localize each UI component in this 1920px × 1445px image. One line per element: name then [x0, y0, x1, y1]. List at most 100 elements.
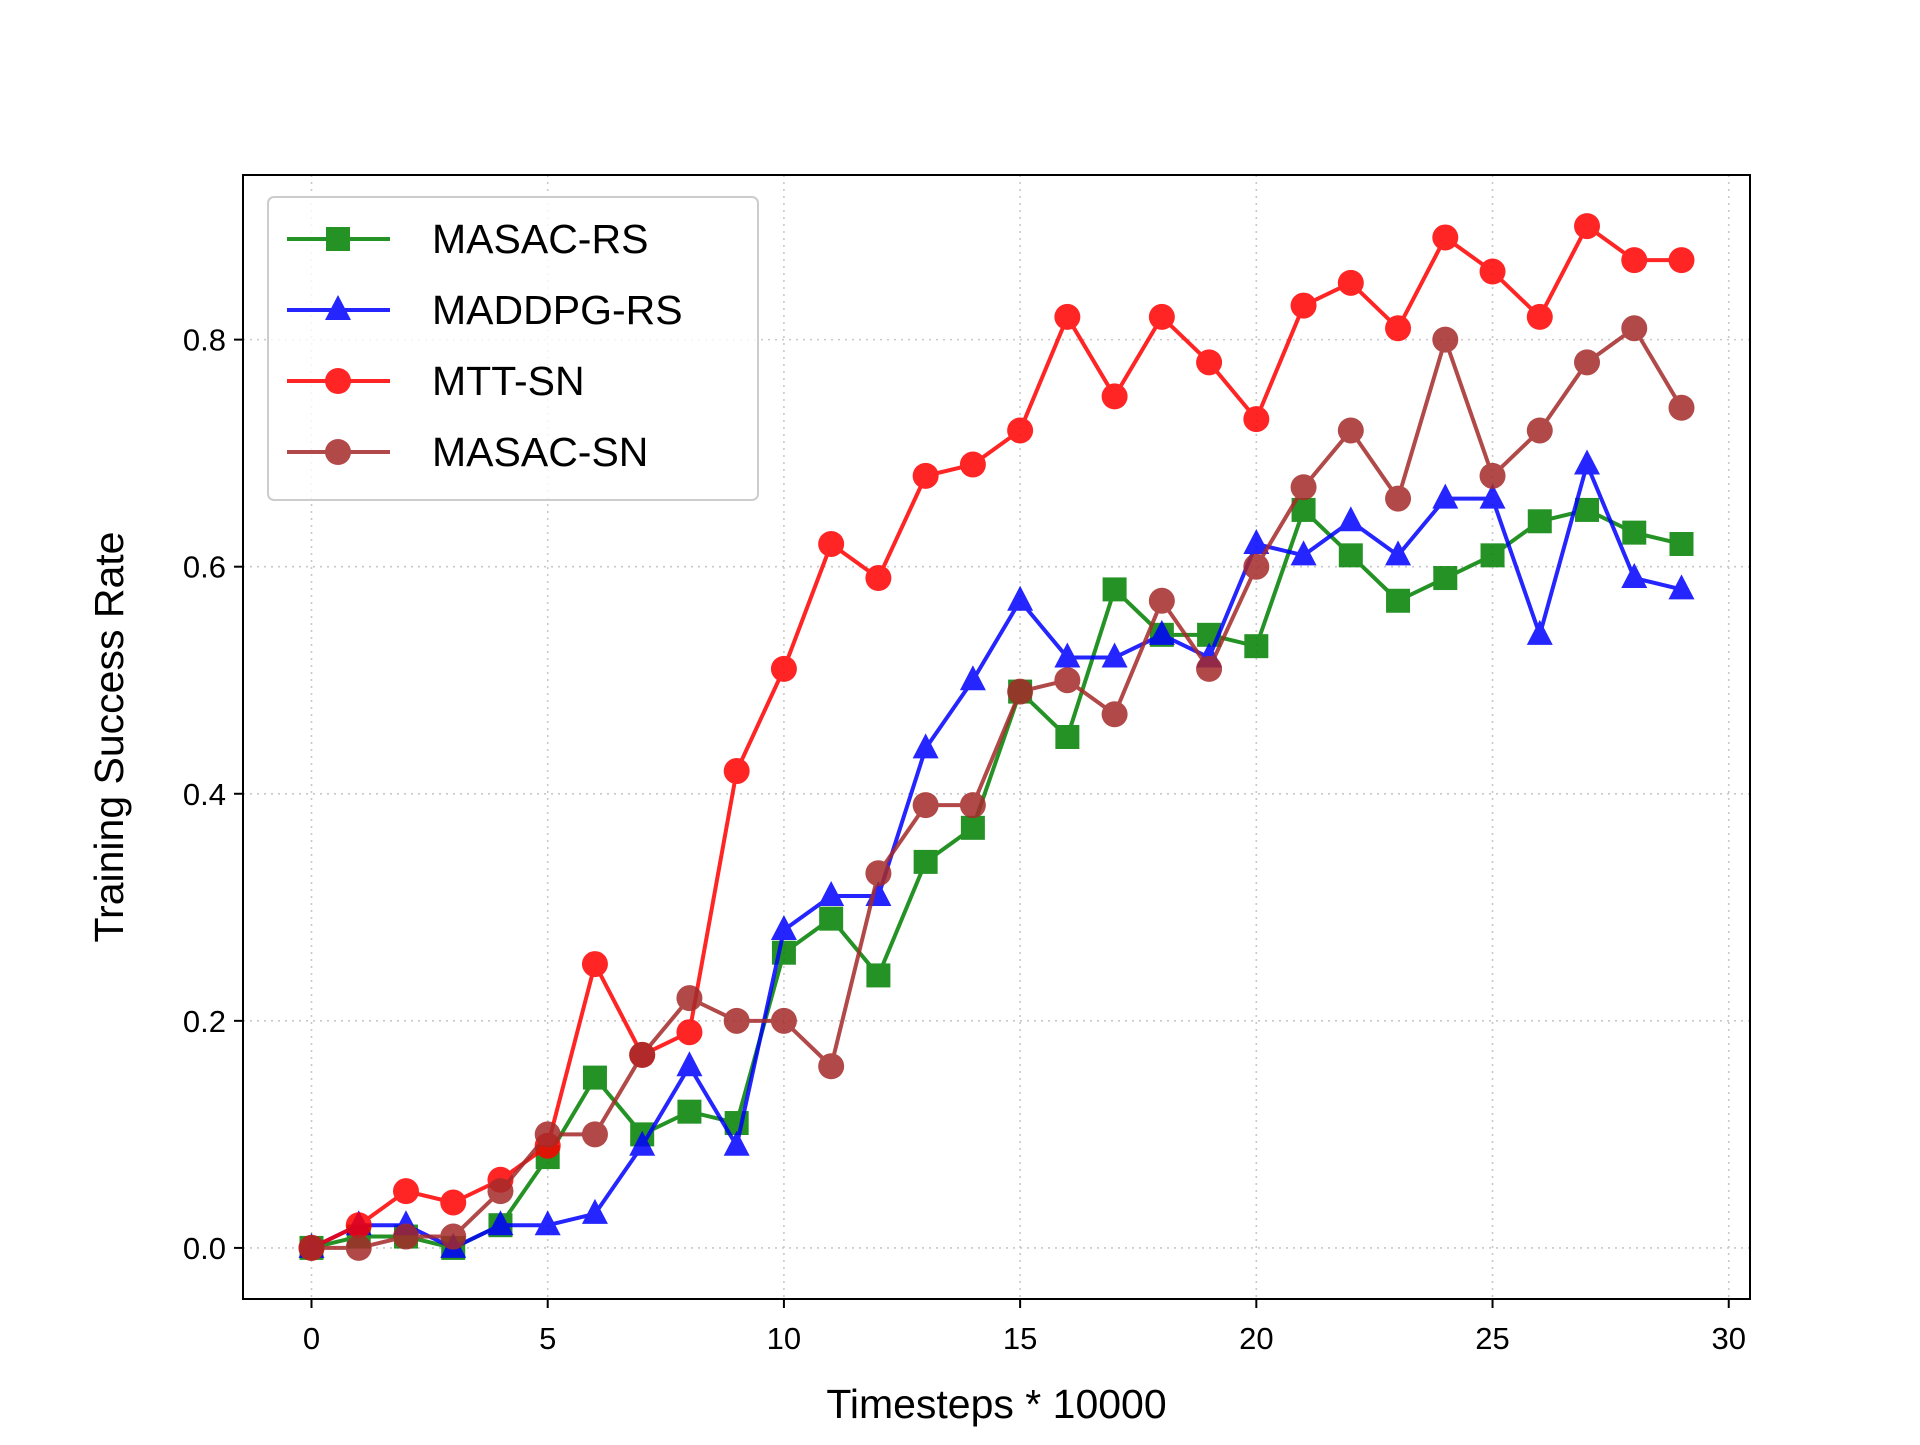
data-point	[1054, 667, 1081, 694]
data-point	[819, 906, 844, 931]
data-point	[581, 1198, 608, 1224]
data-point	[959, 665, 986, 691]
data-point	[581, 1121, 608, 1148]
data-point	[912, 462, 939, 489]
data-point	[1526, 619, 1553, 645]
x-tick-label: 5	[539, 1321, 556, 1356]
data-point	[676, 1051, 703, 1077]
data-point	[392, 1223, 419, 1250]
data-point	[298, 1234, 325, 1261]
data-point	[534, 1121, 561, 1148]
y-tick-label: 0.6	[183, 550, 226, 585]
data-point	[1007, 678, 1034, 705]
data-point	[1479, 462, 1506, 489]
data-point	[912, 792, 939, 819]
data-point	[1196, 655, 1223, 682]
series-line	[310, 462, 1682, 1250]
data-point	[1243, 528, 1270, 554]
data-point	[865, 860, 892, 887]
legend-marker	[326, 227, 350, 251]
legend-box	[267, 196, 759, 501]
legend-label: MASAC-SN	[432, 429, 648, 475]
x-tick-label: 10	[767, 1321, 801, 1356]
data-point	[1432, 326, 1459, 353]
data-point	[1196, 349, 1223, 376]
series-1	[298, 449, 1695, 1258]
data-point	[1337, 506, 1364, 532]
data-point	[770, 1007, 797, 1034]
data-point	[487, 1210, 514, 1236]
data-point	[1007, 417, 1034, 444]
legend-label: MADDPG-RS	[432, 287, 683, 333]
data-point	[1243, 553, 1270, 580]
data-point	[1668, 394, 1695, 421]
data-point	[1148, 587, 1175, 614]
data-point	[1479, 258, 1506, 285]
data-point	[1669, 531, 1694, 556]
data-point	[723, 758, 750, 785]
gridlines	[243, 175, 1750, 1299]
data-point	[1622, 520, 1647, 545]
data-point	[345, 1212, 372, 1239]
x-tick-label: 15	[1003, 1321, 1037, 1356]
data-point	[581, 951, 608, 978]
data-point	[676, 1019, 703, 1046]
data-point	[1480, 543, 1505, 568]
legend-marker	[325, 439, 351, 465]
data-point	[723, 1007, 750, 1034]
legend-marker	[325, 368, 351, 394]
data-point	[912, 733, 939, 759]
series-2	[298, 213, 1695, 1261]
legend-item	[287, 439, 390, 465]
data-point	[1243, 406, 1270, 433]
data-point	[1101, 383, 1128, 410]
legend: MASAC-RS MADDPG-RS MTT-SN MASAC-SN	[267, 196, 759, 501]
data-point	[1385, 540, 1412, 566]
y-axis-title: Training Success Rate	[86, 532, 132, 943]
plot-frame	[242, 174, 1751, 1300]
data-point	[1148, 619, 1175, 645]
data-point	[1479, 483, 1506, 509]
data-point	[676, 985, 703, 1012]
data-point	[818, 530, 845, 557]
data-point	[1574, 213, 1601, 240]
legend-label: MASAC-RS	[432, 216, 648, 262]
data-point	[1101, 701, 1128, 728]
data-point	[1007, 585, 1034, 611]
data-point	[865, 565, 892, 592]
legend-item	[287, 227, 390, 251]
data-point	[866, 963, 891, 988]
data-point	[1385, 485, 1412, 512]
y-tick-label: 0.8	[183, 323, 226, 358]
data-point	[392, 1178, 419, 1205]
y-tick-label: 0.2	[183, 1004, 226, 1039]
data-point	[1101, 642, 1128, 668]
data-point	[1386, 588, 1411, 613]
data-point	[1621, 315, 1648, 342]
data-point	[534, 1210, 561, 1236]
data-point	[723, 1130, 750, 1156]
data-series	[298, 213, 1695, 1261]
data-point	[1621, 247, 1648, 274]
data-point	[1338, 543, 1363, 568]
data-point	[1432, 483, 1459, 509]
data-point	[1337, 269, 1364, 296]
data-point	[1385, 315, 1412, 342]
data-point	[1054, 642, 1081, 668]
data-point	[440, 1189, 467, 1216]
data-point	[1102, 577, 1127, 602]
data-point	[818, 880, 845, 906]
data-point	[629, 1041, 656, 1068]
data-point	[582, 1065, 607, 1090]
data-point	[959, 451, 986, 478]
data-point	[818, 1053, 845, 1080]
data-point	[1668, 247, 1695, 274]
y-tick-label: 0.0	[183, 1231, 226, 1266]
data-point	[1527, 509, 1552, 534]
data-point	[1526, 303, 1553, 330]
data-point	[1055, 725, 1080, 749]
legend-item	[287, 295, 390, 320]
data-point	[440, 1223, 467, 1250]
series-3	[298, 315, 1695, 1261]
